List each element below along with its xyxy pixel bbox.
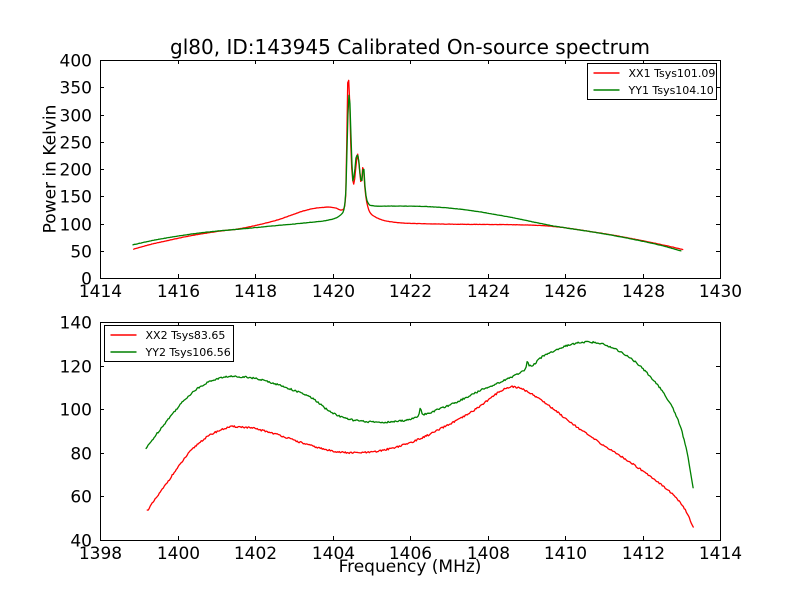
x-tick-label-top: 1422 (389, 282, 432, 302)
x-tick-label-top: 1414 (79, 282, 122, 302)
x-tick-label-bottom: 1410 (544, 544, 587, 564)
legend-label-yy2: YY2 Tsys106.56 (145, 346, 231, 359)
series-line-xx1 (133, 79, 684, 251)
series-line-xx2 (146, 385, 694, 528)
y-tick-label-top: 50 (70, 243, 92, 263)
legend-box-bottom (104, 325, 234, 362)
legend-label-xx2: XX2 Tsys83.65 (146, 329, 226, 342)
x-tick-label-top: 1420 (312, 282, 355, 302)
x-tick-label-bottom: 1414 (699, 544, 742, 564)
legend-box-top (587, 63, 717, 100)
x-tick-label-top: 1416 (157, 282, 200, 302)
y-tick-label-top: 0 (81, 270, 92, 290)
y-tick-label-top: 250 (60, 134, 92, 154)
legend-label-yy1: YY1 Tsys104.10 (628, 84, 714, 97)
x-tick-label-bottom: 1398 (79, 544, 122, 564)
series-line-yy1 (132, 94, 682, 252)
x-axis-label: Frequency (MHz) (338, 557, 482, 577)
x-tick-label-bottom: 1408 (467, 544, 510, 564)
x-tick-label-bottom: 1412 (622, 544, 665, 564)
y-tick-label-bottom: 140 (60, 314, 92, 334)
y-tick-label-top: 350 (60, 79, 92, 99)
y-tick-label-top: 400 (60, 52, 92, 72)
x-tick-label-top: 1428 (622, 282, 665, 302)
y-tick-label-bottom: 80 (70, 445, 92, 465)
plot-title: gl80, ID:143945 Calibrated On-source spe… (170, 35, 650, 59)
x-tick-label-bottom: 1402 (234, 544, 277, 564)
y-tick-label-top: 100 (60, 216, 92, 236)
x-tick-label-top: 1424 (467, 282, 510, 302)
y-axis-label: Power in Kelvin (40, 104, 61, 234)
x-tick-label-bottom: 1400 (157, 544, 200, 564)
x-tick-label-bottom: 1404 (312, 544, 355, 564)
y-tick-label-top: 150 (60, 188, 92, 208)
y-tick-label-bottom: 120 (60, 358, 92, 378)
x-tick-label-top: 1418 (234, 282, 277, 302)
x-tick-label-top: 1430 (699, 282, 742, 302)
y-tick-label-top: 200 (60, 161, 92, 181)
legend-label-xx1: XX1 Tsys101.09 (629, 67, 716, 80)
y-tick-label-bottom: 60 (70, 488, 92, 508)
y-tick-label-bottom: 40 (70, 532, 92, 552)
y-tick-label-bottom: 100 (60, 401, 92, 421)
x-tick-label-bottom: 1406 (389, 544, 432, 564)
y-tick-label-top: 300 (60, 107, 92, 127)
x-tick-label-top: 1426 (544, 282, 587, 302)
series-line-yy2 (145, 340, 694, 489)
